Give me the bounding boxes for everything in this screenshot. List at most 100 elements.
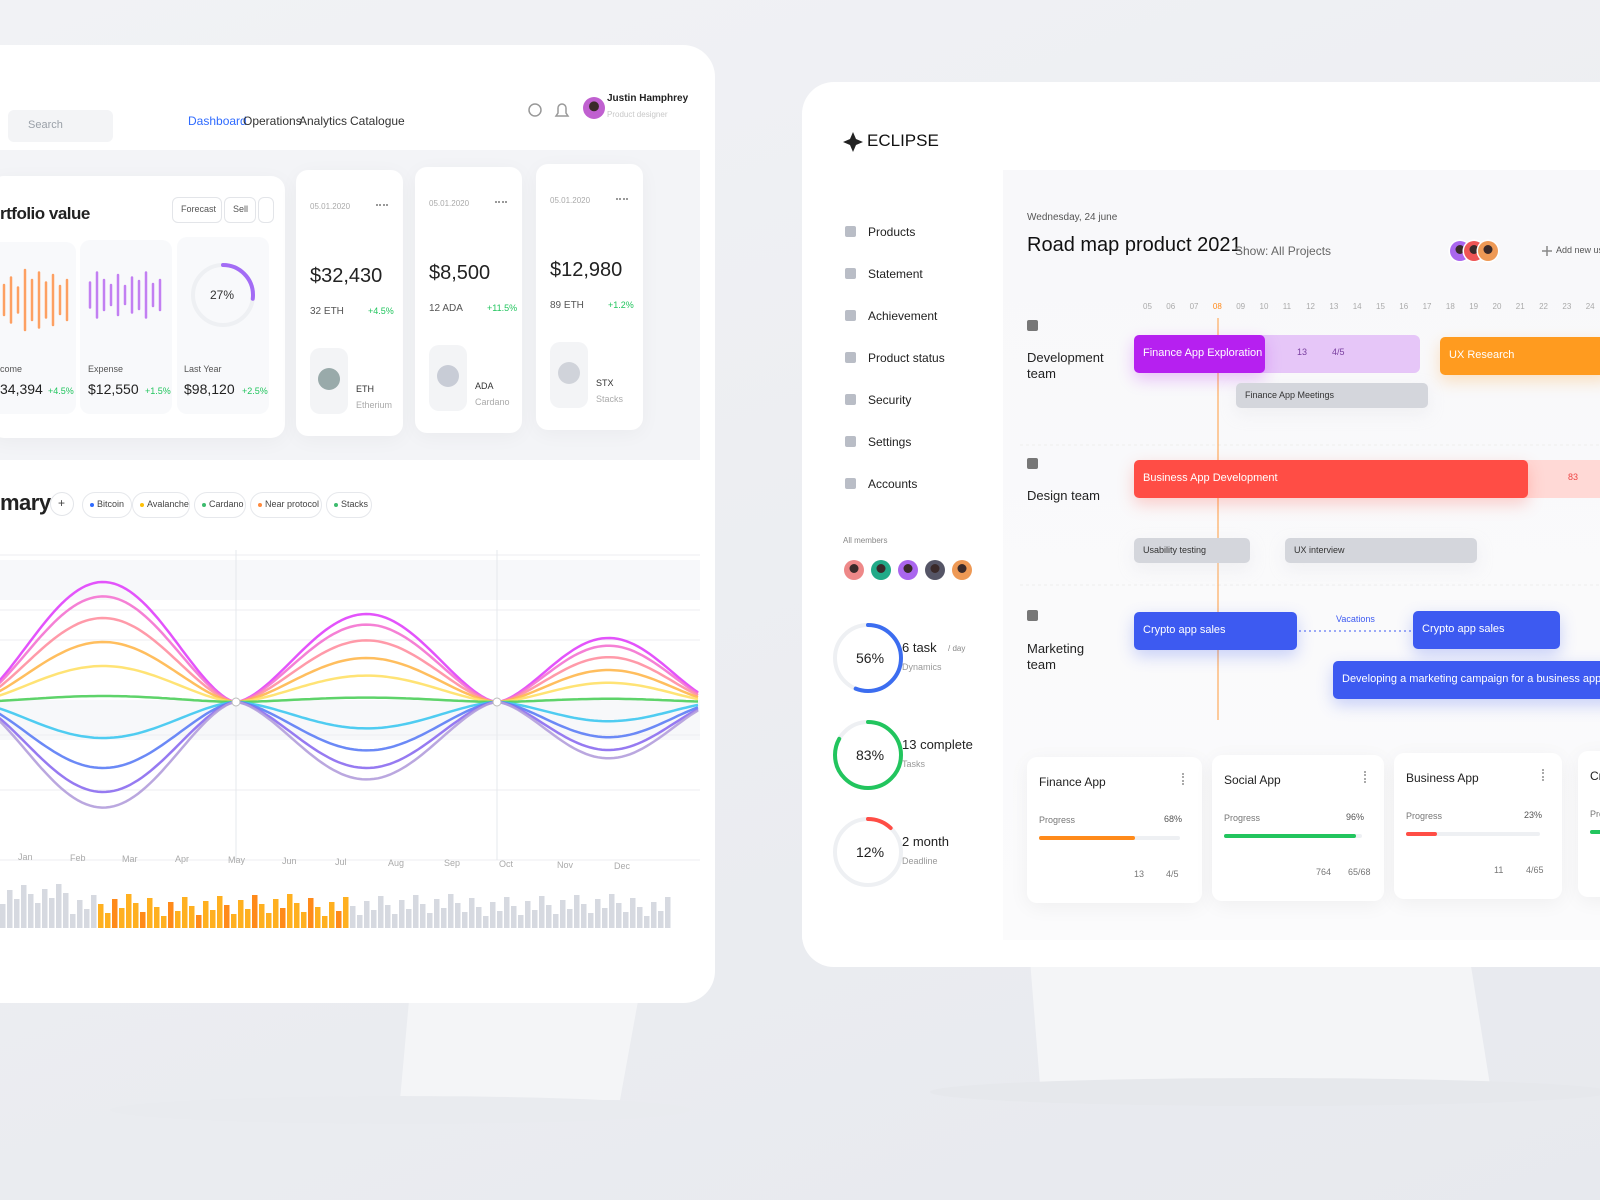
- volume-bar: [497, 911, 503, 928]
- chip[interactable]: [250, 492, 322, 518]
- volume-bar: [616, 903, 622, 928]
- task-bar[interactable]: [1413, 611, 1560, 649]
- month-label: Jan: [18, 852, 33, 862]
- task-bar[interactable]: [1236, 383, 1428, 408]
- menu-item[interactable]: Statement: [868, 267, 923, 281]
- volume-bar: [168, 902, 174, 928]
- task-bar[interactable]: [1333, 661, 1600, 699]
- volume-bar: [504, 897, 510, 928]
- volume-bar: [448, 894, 454, 928]
- stat-title: 2 month: [902, 834, 949, 849]
- volume-bar: [259, 904, 265, 928]
- menu-item[interactable]: Security: [868, 393, 912, 407]
- volume-bar: [140, 912, 146, 928]
- coin-change: +11.5%: [487, 303, 518, 313]
- menu-item[interactable]: Product status: [868, 351, 945, 365]
- wave-line: [0, 616, 699, 704]
- task-bar[interactable]: [1285, 538, 1477, 563]
- month-label: Feb: [70, 852, 86, 863]
- task-attachments: 83: [1568, 472, 1579, 482]
- day-label: 07: [1189, 302, 1199, 311]
- wave-line: [0, 700, 699, 740]
- card-menu: [1542, 769, 1544, 781]
- volume-bar: [644, 916, 650, 928]
- filter: Show: All Projects: [1235, 244, 1332, 258]
- day-label: 22: [1539, 302, 1548, 311]
- add-button[interactable]: [50, 492, 74, 516]
- stat-title: 13 complete: [902, 737, 973, 752]
- volume-bar: [651, 902, 657, 928]
- volume-bar: [343, 897, 349, 928]
- menu-item[interactable]: Achievement: [868, 309, 938, 323]
- left-stand: [400, 990, 640, 1100]
- volume-bar: [413, 895, 419, 928]
- volume-bar: [518, 915, 524, 928]
- avatar-face: [1469, 245, 1479, 254]
- task-bar[interactable]: [1134, 612, 1297, 650]
- volume-bar: [392, 914, 398, 928]
- avatar-face: [930, 564, 940, 573]
- volume-bar: [539, 896, 545, 928]
- volume-bar: [574, 895, 580, 928]
- volume-bar: [315, 907, 321, 928]
- volume-bar: [525, 901, 531, 928]
- wave-line: [0, 664, 699, 704]
- task-bar[interactable]: [1134, 335, 1265, 373]
- task-bar[interactable]: [1440, 337, 1600, 375]
- volume-bar: [434, 899, 440, 928]
- progress-label: Progra: [1590, 809, 1600, 819]
- volume-bar: [154, 907, 160, 928]
- nav-link[interactable]: Operations: [243, 114, 302, 128]
- progress-label: Progress: [1406, 811, 1443, 821]
- coin-icon: [318, 368, 340, 390]
- progress-label: Progress: [1224, 813, 1261, 823]
- volume-bar: [21, 885, 27, 928]
- chip[interactable]: [326, 492, 372, 518]
- mini-card: [80, 240, 172, 414]
- chip[interactable]: [82, 492, 132, 518]
- coin-icon: [558, 362, 580, 384]
- month-label: Mar: [122, 853, 138, 864]
- wave-line: [0, 640, 699, 704]
- nav-link[interactable]: Catalogue: [350, 114, 405, 128]
- card-label: come: [0, 364, 23, 374]
- volume-bar: [49, 898, 55, 928]
- nav-link[interactable]: Dashboard: [188, 114, 247, 128]
- menu-item[interactable]: Settings: [868, 435, 912, 449]
- button[interactable]: [172, 197, 222, 223]
- volume-bar: [98, 904, 104, 928]
- coin-name: Stacks: [596, 394, 624, 404]
- day-label: 21: [1515, 302, 1525, 311]
- avatar-face: [1483, 245, 1493, 254]
- menu-item[interactable]: Products: [868, 225, 916, 239]
- volume-bar: [336, 911, 342, 928]
- search-placeholder: Search: [28, 119, 63, 131]
- project-checks: 65/68: [1348, 867, 1371, 877]
- task-bar[interactable]: [1134, 538, 1250, 563]
- nav-link[interactable]: Analytics: [299, 114, 348, 128]
- menu-item[interactable]: Accounts: [868, 477, 918, 491]
- coin-icon: [437, 365, 459, 387]
- wave-node: [231, 697, 241, 707]
- day-label: 13: [1329, 302, 1339, 311]
- team-icon: [1027, 610, 1038, 621]
- volume-bar: [602, 908, 608, 928]
- volume-bar: [245, 909, 251, 928]
- button-label: Sell: [233, 204, 249, 214]
- volume-bar: [161, 916, 167, 928]
- team-name: Design team: [1027, 488, 1100, 503]
- volume-bar: [665, 897, 671, 928]
- button[interactable]: [224, 197, 256, 223]
- volume-bar: [630, 898, 636, 928]
- logo-star: [843, 132, 863, 152]
- portfolio-title: rtfolio value: [0, 204, 90, 223]
- ring-progress: [833, 720, 903, 790]
- volume-bar: [224, 905, 230, 928]
- task-label: Crypto app sales: [1143, 624, 1226, 636]
- task-bar[interactable]: [1134, 460, 1528, 498]
- chip-label: Stacks: [341, 499, 369, 509]
- sidebar: [802, 170, 1003, 940]
- month-label: Apr: [175, 854, 190, 865]
